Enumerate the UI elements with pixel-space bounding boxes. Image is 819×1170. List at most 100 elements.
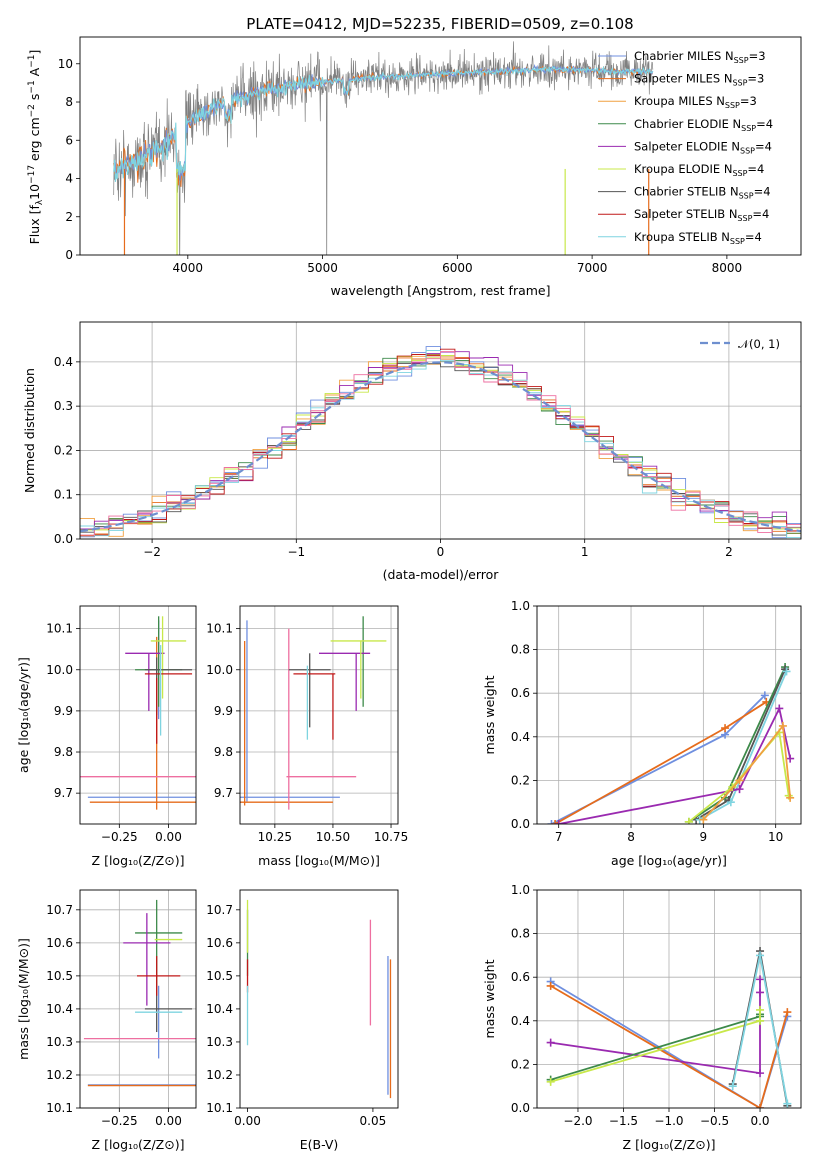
x-axis-label: mass [log₁₀(M/M⊙)]: [258, 853, 380, 868]
y-tick-label: 10.6: [206, 936, 233, 950]
mass-weight-marker: [546, 1038, 555, 1047]
mass-weight-marker: [756, 1104, 765, 1108]
y-tick-label: 0.6: [511, 686, 530, 700]
mass-weight-line: [550, 979, 761, 1075]
mass-weight-marker: [547, 820, 556, 824]
tick-group: 0.00 0.05 10.1 10.2 10.3 10.4 10.5 10.6 10.7: [206, 903, 386, 1128]
plot-area: [80, 616, 196, 810]
y-tick-label: 8: [65, 95, 73, 109]
residual-histogram-panel: −2 −1 0 1 2 0.0 0.1 0.2 0.3 0.4 (data-model)/error…: [22, 321, 802, 582]
x-tick-label: 2: [725, 545, 733, 559]
mass-weight-marker: [699, 815, 708, 824]
mass-weight-marker: [775, 704, 784, 713]
x-axis-label: age [log₁₀(age/yr)]: [611, 853, 727, 868]
x-tick-label: −1.0: [654, 1114, 683, 1128]
mass-weight-marker: [756, 988, 765, 997]
x-tick-label: 10.25: [258, 830, 292, 844]
x-tick-label: −2.0: [563, 1114, 592, 1128]
y-tick-label: 10.1: [46, 622, 73, 636]
axes-frame: [79, 889, 197, 1109]
weight-vs-metallicity-panel: −2.0 −1.5 −1.0 −0.5 0.0 0.0 0.2 0.4 0.6 0.8 1.0 Z […: [482, 883, 802, 1152]
x-tick-label: 0: [437, 545, 445, 559]
y-tick-label: 1.0: [511, 883, 530, 897]
mass-weight-marker: [786, 754, 795, 763]
mass-weight-marker: [756, 1069, 765, 1078]
y-tick-label: 10.3: [206, 1035, 233, 1049]
x-tick-label: 10.75: [374, 830, 408, 844]
y-tick-label: 10.0: [206, 663, 233, 677]
y-tick-label: 0.1: [54, 488, 73, 502]
mass-weight-line: [558, 705, 792, 824]
x-axis-label: Z [log₁₀(Z/Z⊙)]: [623, 1137, 716, 1152]
legend-entry: Kroupa STELIB NSSP=4: [634, 230, 762, 246]
axes-frame: [239, 605, 399, 825]
axes-frame: [79, 605, 197, 825]
plot-area: [547, 663, 795, 824]
legend-entry: Kroupa ELODIE NSSP=4: [634, 162, 764, 178]
x-tick-label: 0.00: [155, 830, 182, 844]
legend-entry: Chabrier MILES NSSP=3: [634, 49, 766, 65]
y-tick-label: 10.5: [46, 969, 73, 983]
y-tick-label: 9.9: [214, 704, 233, 718]
x-axis-label: Z [log₁₀(Z/Z⊙)]: [92, 1137, 185, 1152]
mass-weight-marker: [735, 785, 744, 794]
y-tick-label: 0.8: [511, 643, 530, 657]
x-tick-label: 9: [700, 830, 708, 844]
plot-area: [246, 899, 392, 1099]
y-tick-label: 10.2: [206, 1068, 233, 1082]
mass-weight-marker: [786, 793, 795, 802]
legend-entry: 𝒩(0, 1): [738, 337, 780, 351]
y-tick-label: 9.9: [54, 704, 73, 718]
mass-weight-marker: [684, 817, 693, 824]
y-tick-label: 6: [65, 133, 73, 147]
x-tick-label: 8: [627, 830, 635, 844]
y-tick-label: 0.3: [54, 399, 73, 413]
axes-frame: [536, 889, 802, 1109]
y-tick-label: 4: [65, 172, 73, 186]
y-tick-label: 0.2: [511, 773, 530, 787]
y-tick-label: 0.0: [511, 1101, 530, 1115]
y-tick-label: 2: [65, 210, 73, 224]
mass-weight-marker: [735, 776, 744, 785]
x-tick-label: 0.00: [155, 1114, 182, 1128]
y-tick-label: 10.4: [46, 1002, 73, 1016]
y-tick-label: 10.2: [46, 1068, 73, 1082]
x-tick-label: 0.0: [750, 1114, 769, 1128]
axes-frame: [79, 321, 802, 540]
y-axis-label: mass weight: [482, 959, 497, 1038]
y-tick-label: 10.6: [46, 936, 73, 950]
legend-entry: Chabrier ELODIE NSSP=4: [634, 117, 773, 133]
y-tick-label: 0.6: [511, 970, 530, 984]
legend-entry: Salpeter ELODIE NSSP=4: [634, 139, 772, 155]
plot-area: [80, 346, 801, 539]
y-tick-label: 10.7: [206, 903, 233, 917]
x-tick-label: −2: [143, 545, 161, 559]
y-tick-label: 0: [65, 248, 73, 262]
spectrum-panel: 4000 5000 6000 7000 8000 0 2 4 6 8 10 wavelength [A…: [58, 36, 802, 298]
y-axis-label: Normed distribution: [22, 368, 37, 493]
mass-weight-marker: [721, 724, 730, 733]
mass-weight-marker: [760, 691, 769, 700]
x-tick-label: 5000: [307, 261, 338, 275]
y-tick-label: 10.3: [46, 1035, 73, 1049]
y-tick-label: 1.0: [511, 599, 530, 613]
mass-weight-line: [702, 723, 792, 821]
y-tick-label: 10.7: [46, 903, 73, 917]
legend-entry: Kroupa MILES NSSP=3: [634, 94, 757, 110]
y-tick-label: 0.4: [511, 1014, 530, 1028]
plot-area: [113, 41, 654, 255]
x-tick-label: −0.25: [101, 1114, 138, 1128]
mass-weight-marker: [546, 981, 555, 990]
plot-area: [546, 947, 792, 1108]
age-vs-metallicity-panel: −0.25 0.00 9.7 9.8 9.9 10.0 10.1 Z [log₁₀(Z/Z⊙)…: [16, 605, 197, 868]
spectrum-y-axis-label: Flux [fλ10−17 erg cm−2 s−1 A−1]: [27, 50, 45, 245]
y-tick-label: 0.0: [54, 532, 73, 546]
model-spectrum-line: [113, 64, 654, 181]
x-tick-label: −1.5: [609, 1114, 638, 1128]
x-tick-label: 8000: [712, 261, 743, 275]
mass-weight-marker: [554, 820, 563, 824]
mass-weight-marker: [756, 975, 765, 984]
tick-group: 10.25 10.50 10.75 9.7 9.8 9.9 10.0 10.1: [206, 606, 408, 844]
legend: 𝒩(0, 1): [700, 337, 780, 351]
x-tick-label: −0.5: [700, 1114, 729, 1128]
